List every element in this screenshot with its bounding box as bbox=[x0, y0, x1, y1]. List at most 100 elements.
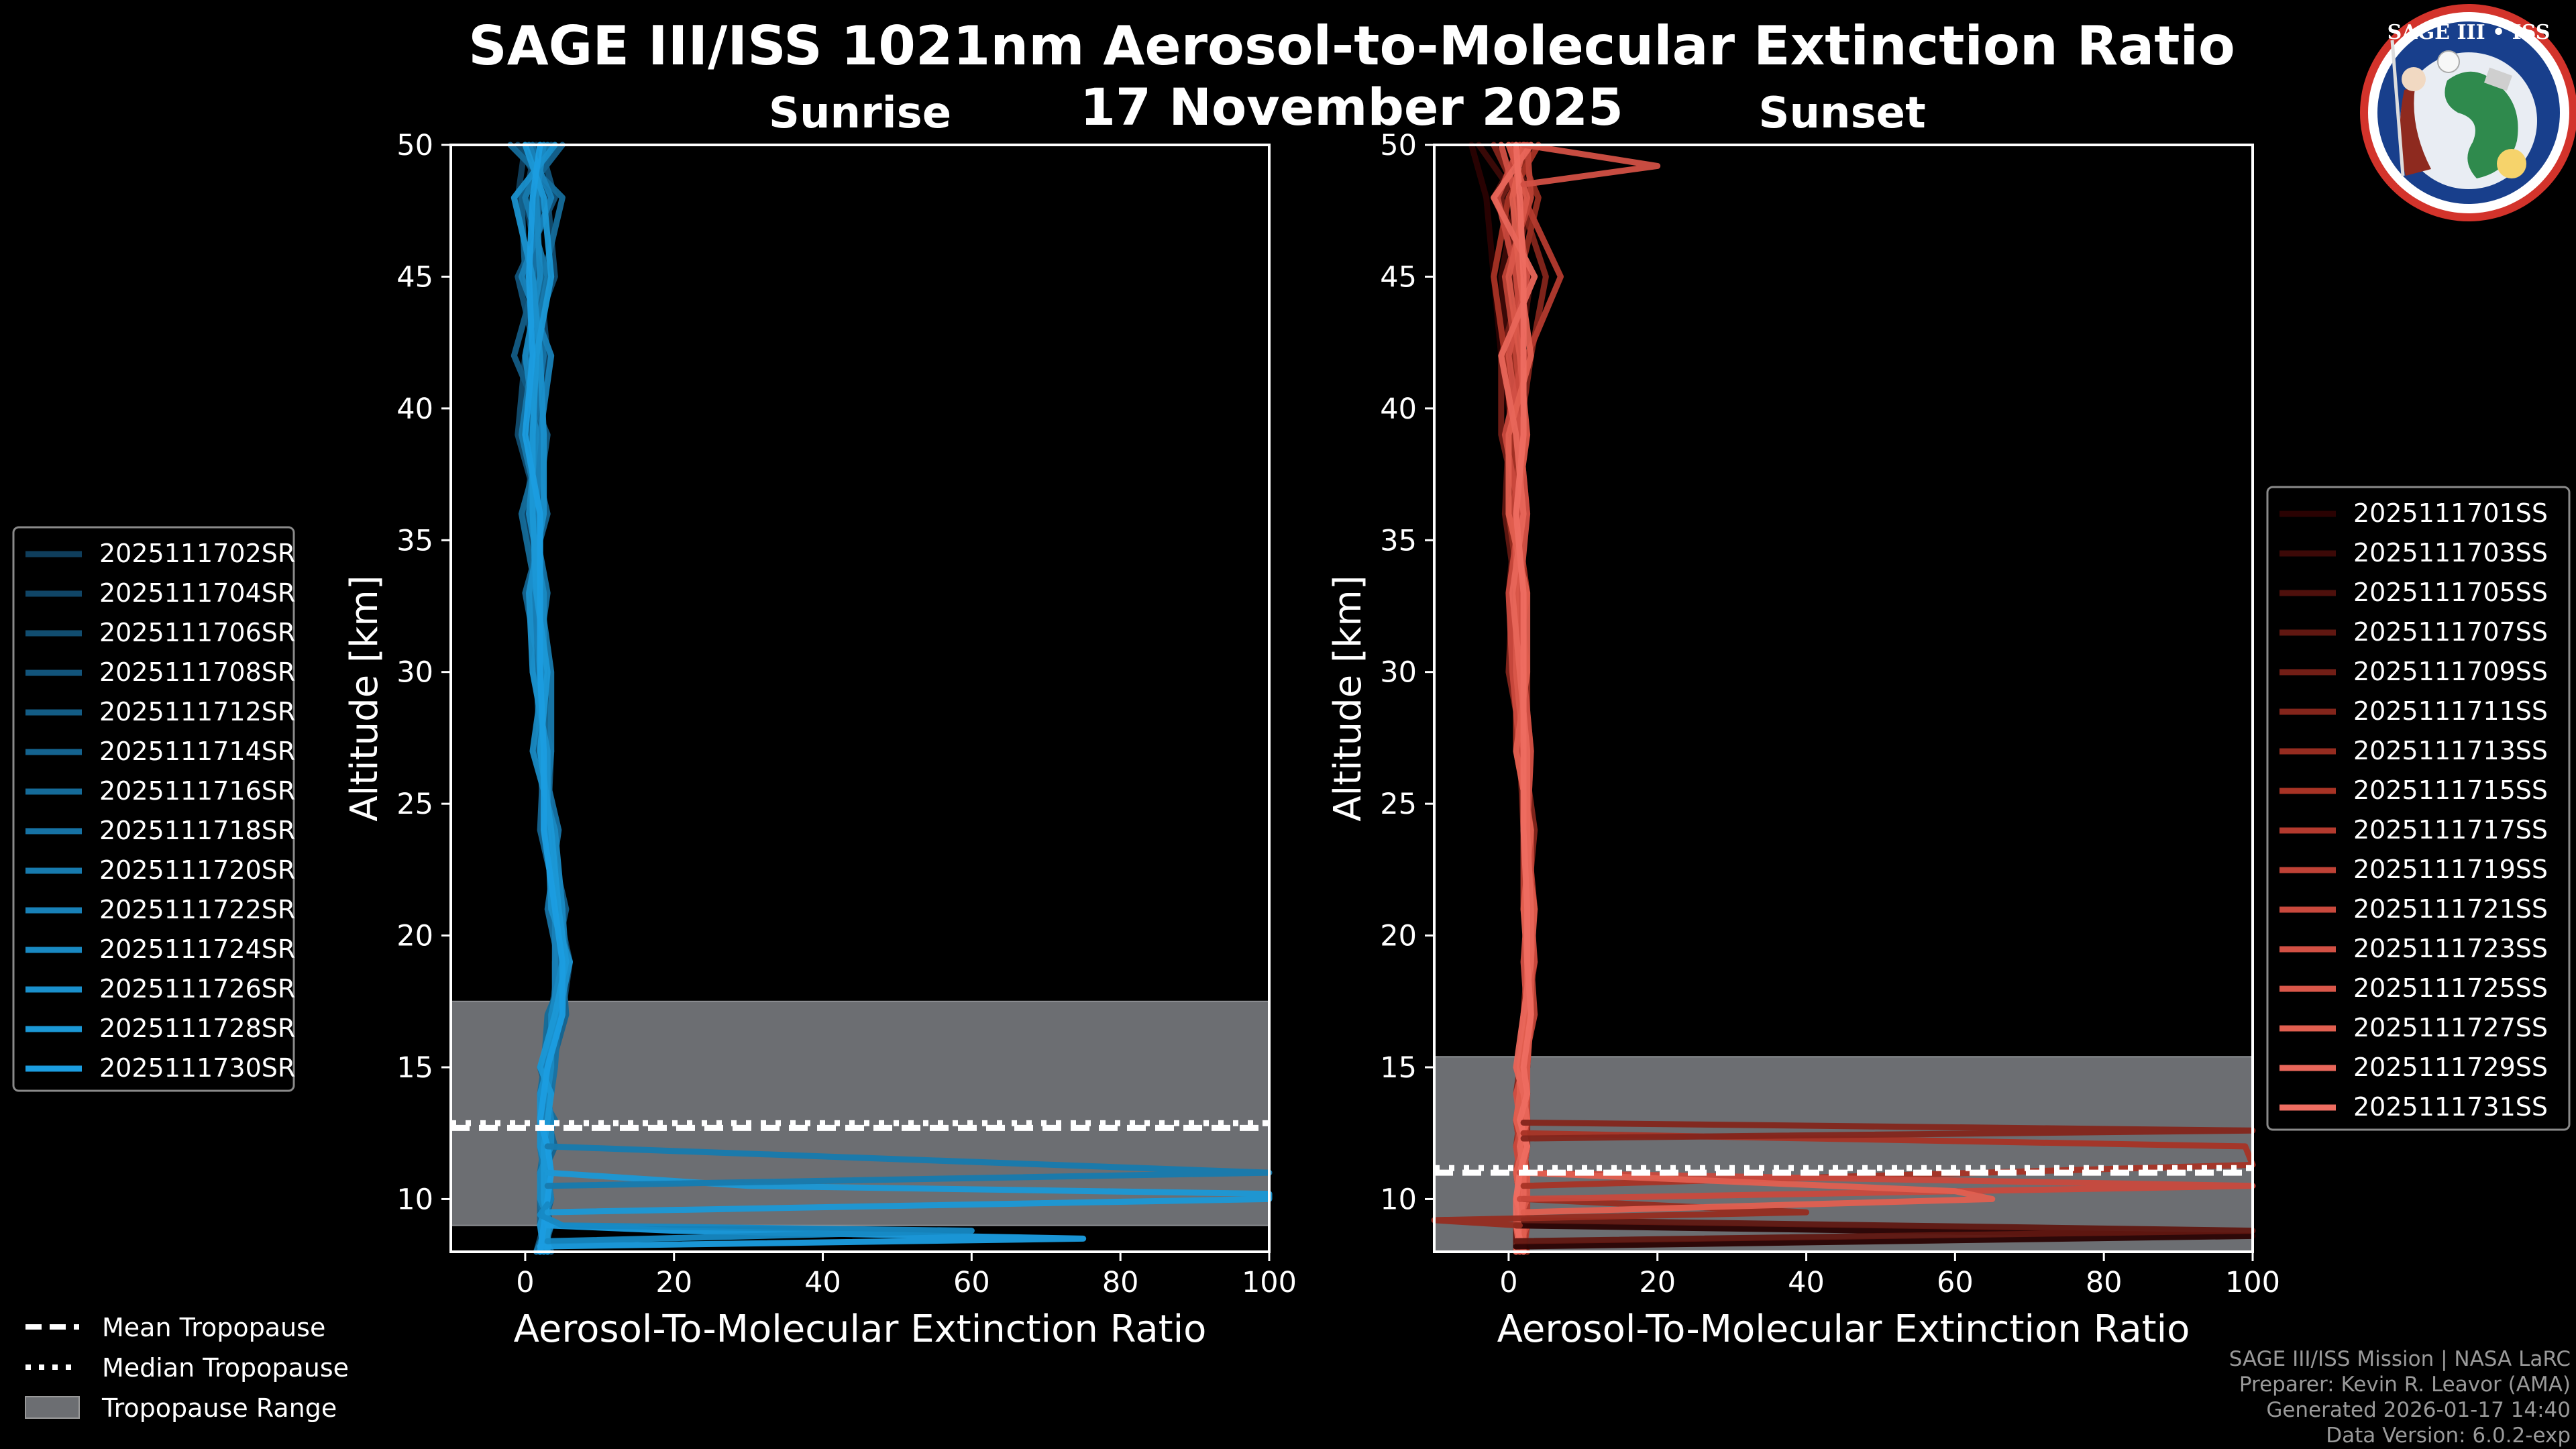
sunrise-panel: Sunrise 0 20 40 60 80 100 10 15 20 25 30 35 40 45 50 Aer… bbox=[343, 89, 1297, 1351]
x-tick-label: 0 bbox=[1499, 1266, 1517, 1299]
x-tick-label: 80 bbox=[1102, 1266, 1139, 1299]
x-tick-label: 60 bbox=[1937, 1266, 1974, 1299]
legend-label: 2025111726SR bbox=[99, 974, 295, 1004]
legend-label: 2025111702SR bbox=[99, 539, 295, 568]
tropopause-range-label: Tropopause Range bbox=[101, 1393, 337, 1423]
y-tick-label: 35 bbox=[1380, 524, 1417, 557]
legend-label: 2025111727SS bbox=[2353, 1013, 2548, 1042]
x-tick-label: 40 bbox=[1788, 1266, 1825, 1299]
y-tick-label: 45 bbox=[1380, 260, 1417, 294]
y-axis-label: Altitude [km] bbox=[1326, 575, 1370, 821]
x-tick-label: 80 bbox=[2086, 1266, 2123, 1299]
x-axis-label: Aerosol-To-Molecular Extinction Ratio bbox=[514, 1307, 1207, 1351]
logo-staff bbox=[2390, 40, 2405, 176]
figure-title: SAGE III/ISS 1021nm Aerosol-to-Molecular… bbox=[468, 15, 2235, 77]
legend-label: 2025111714SR bbox=[99, 737, 295, 766]
legend-label: 2025111731SS bbox=[2353, 1092, 2548, 1122]
axes-frame bbox=[449, 144, 1271, 1253]
x-tick-label: 60 bbox=[953, 1266, 990, 1299]
sunset-panel: Sunset 0 20 40 60 80 100 10 15 20 25 30 35 40 45 50 Aero… bbox=[1326, 89, 2280, 1351]
footer-line-mission: SAGE III/ISS Mission | NASA LaRC bbox=[2229, 1347, 2571, 1371]
y-tick-label: 30 bbox=[1380, 656, 1417, 690]
legend-label: 2025111701SS bbox=[2353, 498, 2548, 528]
profile-line-spike-21 bbox=[1520, 1169, 1996, 1216]
logo-top-text: SAGE III • ISS bbox=[2387, 21, 2551, 44]
y-tick-label: 20 bbox=[396, 920, 433, 953]
legend-frame bbox=[2266, 486, 2571, 1131]
legend-label: 2025111722SR bbox=[99, 895, 295, 924]
y-tick-label: 15 bbox=[396, 1051, 433, 1085]
legend-label: 2025111704SR bbox=[99, 578, 295, 608]
profile-line-2025111728SR bbox=[522, 142, 570, 1255]
legend-label: 2025111719SS bbox=[2353, 855, 2548, 884]
logo-station bbox=[2483, 67, 2513, 91]
legend-frame bbox=[12, 526, 295, 1092]
legend-label: 2025111703SS bbox=[2353, 538, 2548, 568]
legend-label: 2025111716SR bbox=[99, 776, 295, 806]
y-tick-label: 50 bbox=[1380, 129, 1417, 162]
sunset-legend: 2025111701SS 2025111703SS 2025111705SS 2025… bbox=[2266, 486, 2571, 1131]
y-tick-label: 30 bbox=[396, 656, 433, 690]
footer-line-generated: Generated 2026-01-17 14:40 bbox=[2266, 1398, 2571, 1422]
y-tick-label: 35 bbox=[396, 524, 433, 557]
legend-label: 2025111715SS bbox=[2353, 775, 2548, 805]
legend-label: 2025111711SS bbox=[2353, 696, 2548, 726]
y-tick-label: 15 bbox=[1380, 1051, 1417, 1085]
x-tick-label: 0 bbox=[516, 1266, 534, 1299]
legend-label: 2025111724SR bbox=[99, 934, 295, 964]
mission-logo: SAGE III • ISS bbox=[2360, 4, 2576, 221]
footer: SAGE III/ISS Mission | NASA LaRC Prepare… bbox=[2229, 1347, 2571, 1448]
mean-tropopause-label: Mean Tropopause bbox=[102, 1313, 325, 1342]
legend-label: 2025111705SS bbox=[2353, 578, 2548, 607]
y-axis-label: Altitude [km] bbox=[343, 575, 386, 821]
y-tick-label: 25 bbox=[1380, 788, 1417, 821]
legend-label: 2025111721SS bbox=[2353, 894, 2548, 924]
tropopause-range-swatch bbox=[25, 1396, 80, 1419]
legend-label: 2025111720SR bbox=[99, 855, 295, 885]
logo-sun bbox=[2497, 149, 2526, 178]
figure-date: 17 November 2025 bbox=[1080, 77, 1623, 137]
profile-line-2025111730SR bbox=[522, 142, 566, 1255]
profile-line-spike-23 bbox=[1520, 142, 1661, 188]
legend-label: 2025111729SS bbox=[2353, 1053, 2548, 1082]
legend-label: 2025111712SR bbox=[99, 697, 295, 727]
x-tick-label: 100 bbox=[2225, 1266, 2280, 1299]
y-tick-label: 25 bbox=[396, 788, 433, 821]
x-tick-label: 20 bbox=[655, 1266, 692, 1299]
legend-label: 2025111723SS bbox=[2353, 934, 2548, 963]
axes-frame bbox=[1433, 144, 2254, 1253]
median-tropopause-label: Median Tropopause bbox=[102, 1353, 349, 1383]
legend-label: 2025111713SS bbox=[2353, 736, 2548, 765]
x-axis-label: Aerosol-To-Molecular Extinction Ratio bbox=[1497, 1307, 2190, 1351]
profile-line-spike-15 bbox=[537, 1201, 975, 1244]
legend-label: 2025111708SR bbox=[99, 657, 295, 687]
y-tick-label: 45 bbox=[396, 260, 433, 294]
panel-title: Sunset bbox=[1758, 89, 1925, 138]
logo-figure-robe bbox=[2400, 87, 2431, 176]
legend-label: 2025111709SS bbox=[2353, 657, 2548, 686]
legend-label: 2025111706SR bbox=[99, 618, 295, 647]
tropopause-legend: Mean Tropopause Median Tropopause Tropop… bbox=[25, 1313, 349, 1423]
legend-label: 2025111725SS bbox=[2353, 973, 2548, 1003]
y-tick-label: 10 bbox=[1380, 1183, 1417, 1216]
legend-label: 2025111717SS bbox=[2353, 815, 2548, 845]
legend-label: 2025111707SS bbox=[2353, 617, 2548, 647]
sunrise-legend: 2025111702SR 2025111704SR 2025111706SR 2025… bbox=[12, 526, 295, 1092]
y-tick-label: 50 bbox=[396, 129, 433, 162]
legend-label: 2025111730SR bbox=[99, 1053, 295, 1083]
x-tick-label: 100 bbox=[1242, 1266, 1297, 1299]
y-tick-label: 10 bbox=[396, 1183, 433, 1216]
legend-label: 2025111728SR bbox=[99, 1014, 295, 1043]
legend-label: 2025111718SR bbox=[99, 816, 295, 845]
logo-moon bbox=[2437, 50, 2460, 73]
y-tick-label: 20 bbox=[1380, 920, 1417, 953]
logo-earth-continent bbox=[2445, 71, 2518, 178]
logo-figure-head bbox=[2402, 67, 2426, 91]
panel-title: Sunrise bbox=[769, 89, 951, 138]
x-tick-label: 20 bbox=[1639, 1266, 1676, 1299]
y-tick-label: 40 bbox=[396, 392, 433, 426]
footer-line-preparer: Preparer: Kevin R. Leavor (AMA) bbox=[2239, 1373, 2571, 1397]
y-tick-label: 40 bbox=[1380, 392, 1417, 426]
x-tick-label: 40 bbox=[804, 1266, 841, 1299]
